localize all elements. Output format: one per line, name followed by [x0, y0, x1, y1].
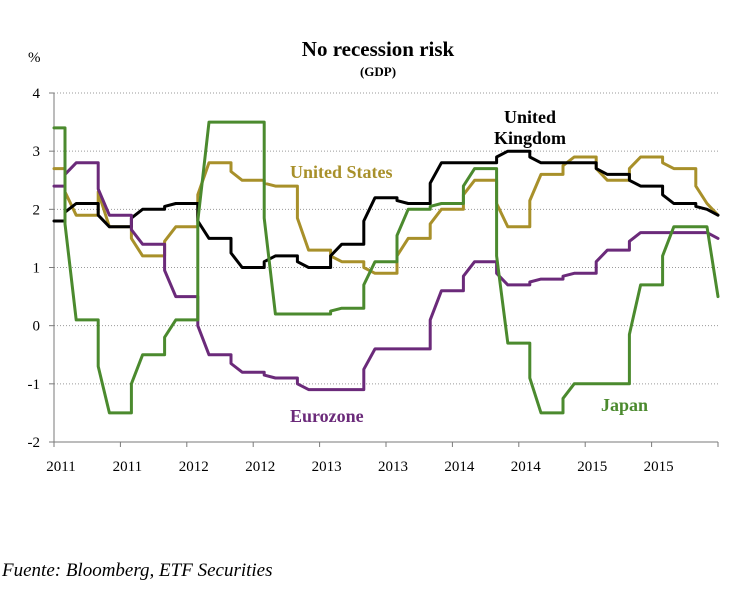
x-tick-label: 2014 — [511, 459, 542, 475]
source-note: Fuente: Bloomberg, ETF Securities — [2, 560, 273, 581]
x-tick-label: 2011 — [46, 459, 75, 475]
gridlines — [54, 92, 718, 385]
y-tick-label: -1 — [28, 377, 41, 393]
x-tick-label: 2011 — [113, 459, 142, 475]
axes — [49, 92, 719, 447]
series-lines — [52, 120, 720, 415]
y-tick-label: 1 — [33, 261, 41, 277]
y-tick-label: 4 — [33, 86, 41, 102]
label-eurozone: Eurozone — [290, 406, 364, 426]
x-tick-label: 2015 — [577, 459, 607, 475]
x-tick-labels: 2011 2011 2012 2012 2013 2013 2014 2014 2015 2015 — [46, 459, 673, 475]
chart-subtitle: (GDP) — [360, 64, 396, 79]
label-united-kingdom-line1: United — [504, 107, 556, 127]
x-tick-label: 2012 — [179, 459, 209, 475]
y-tick-label: 3 — [33, 144, 41, 160]
x-tick-label: 2013 — [312, 459, 342, 475]
chart-title: No recession risk — [302, 37, 455, 61]
label-japan: Japan — [601, 395, 648, 415]
series-line-japan — [52, 120, 720, 415]
series-line-united-kingdom — [52, 149, 720, 269]
x-tick-label: 2013 — [378, 459, 408, 475]
x-tick-label: 2012 — [245, 459, 275, 475]
y-tick-label: 2 — [33, 202, 41, 218]
label-united-states: United States — [290, 162, 393, 182]
y-tick-label: -2 — [28, 435, 41, 451]
series-line-eurozone — [52, 161, 720, 392]
x-tick-label: 2014 — [444, 459, 475, 475]
y-axis-unit: % — [28, 50, 41, 66]
label-united-kingdom-line2: Kingdom — [494, 128, 566, 148]
x-tick-label: 2015 — [644, 459, 674, 475]
y-tick-label: 0 — [33, 319, 41, 335]
y-tick-labels: 4 3 2 1 0 -1 -2 — [28, 86, 41, 451]
